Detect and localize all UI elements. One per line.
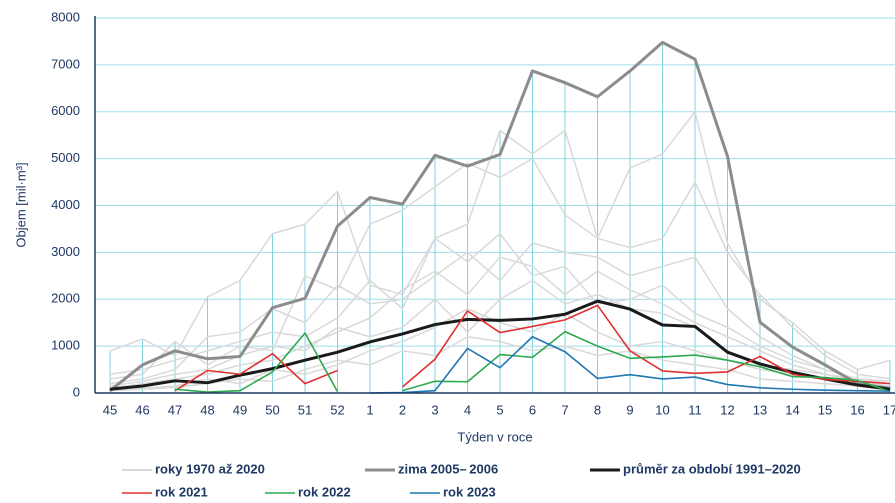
legend-label: průměr za období 1991–2020: [623, 461, 801, 476]
x-tick-label: 6: [529, 402, 536, 417]
x-tick-label: 8: [594, 402, 601, 417]
x-tick-label: 2: [399, 402, 406, 417]
y-tick-label: 7000: [51, 56, 80, 71]
x-tick-label: 45: [103, 402, 117, 417]
series-line: [109, 299, 891, 391]
x-tick-label: 13: [753, 402, 767, 417]
background-line: [109, 307, 891, 392]
legend-label: rok 2023: [443, 484, 496, 499]
legend-label: rok 2022: [298, 484, 351, 499]
x-tick-label: 5: [496, 402, 503, 417]
series-line: [174, 330, 891, 393]
x-tick-label: 9: [626, 402, 633, 417]
x-tick-label: 50: [265, 402, 279, 417]
background-line: [109, 111, 891, 371]
x-tick-label: 15: [818, 402, 832, 417]
x-tick-label: 16: [850, 402, 864, 417]
x-tick-label: 17: [883, 402, 895, 417]
series-line: [369, 335, 891, 394]
x-tick-label: 1: [366, 402, 373, 417]
x-tick-label: 11: [688, 402, 702, 417]
y-tick-label: 0: [73, 384, 80, 399]
x-tick-label: 4: [464, 402, 471, 417]
x-tick-label: 3: [431, 402, 438, 417]
y-tick-label: 4000: [51, 197, 80, 212]
y-tick-label: 3000: [51, 244, 80, 259]
y-axis-label: Objem [mil·m³]: [13, 162, 28, 247]
background-line: [109, 336, 891, 392]
background-line: [109, 256, 891, 390]
y-tick-label: 6000: [51, 103, 80, 118]
series-line: [109, 40, 891, 392]
x-tick-label: 7: [561, 402, 568, 417]
x-axis-label: Týden v roce: [457, 429, 532, 444]
legend-label: roky 1970 až 2020: [155, 461, 265, 476]
x-tick-label: 14: [785, 402, 799, 417]
x-tick-label: 46: [135, 402, 149, 417]
legend-label: zima 2005– 2006: [398, 461, 498, 476]
background-line: [109, 232, 891, 385]
x-tick-label: 49: [233, 402, 247, 417]
y-tick-label: 1000: [51, 338, 80, 353]
background-line: [109, 242, 891, 385]
x-tick-label: 48: [200, 402, 214, 417]
legend-label: rok 2021: [155, 484, 208, 499]
y-tick-label: 8000: [51, 9, 80, 24]
y-tick-label: 5000: [51, 150, 80, 165]
background-line: [109, 157, 891, 380]
x-tick-label: 12: [720, 402, 734, 417]
x-tick-label: 52: [330, 402, 344, 417]
y-tick-label: 2000: [51, 291, 80, 306]
x-tick-label: 10: [655, 402, 669, 417]
x-tick-label: 47: [168, 402, 182, 417]
x-tick-label: 51: [298, 402, 312, 417]
